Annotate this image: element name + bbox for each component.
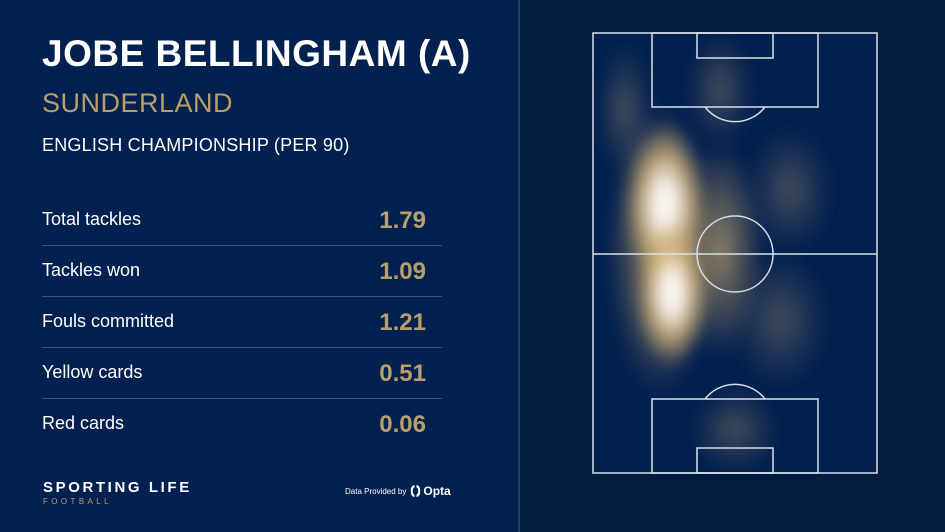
opta-text: Opta (423, 484, 451, 498)
stats-table: Total tackles 1.79 Tackles won 1.09 Foul… (42, 195, 442, 449)
bottom-goal-area (696, 447, 774, 474)
top-goal-area (696, 32, 774, 59)
stat-label: Yellow cards (42, 362, 143, 382)
player-name: JOBE BELLINGHAM (A) (42, 33, 471, 74)
bottom-penalty-arc (704, 383, 766, 400)
stat-value: 1.09 (379, 258, 426, 285)
competition-label: ENGLISH CHAMPIONSHIP (PER 90) (42, 135, 350, 155)
pitch-lines (592, 32, 878, 474)
stat-value: 0.06 (379, 411, 426, 438)
stat-row-red-cards: Red cards 0.06 (42, 399, 442, 449)
stat-label: Total tackles (42, 209, 142, 229)
brand-sub: FOOTBALL (43, 497, 112, 506)
stat-label: Tackles won (42, 260, 141, 280)
panel-divider (518, 0, 520, 532)
stat-row-tackles-won: Tackles won 1.09 (42, 246, 442, 297)
stat-row-yellow-cards: Yellow cards 0.51 (42, 348, 442, 399)
heat-layer (595, 33, 835, 473)
credit-text: Data Provided by (345, 486, 407, 496)
top-penalty-arc (704, 106, 766, 123)
stat-value: 1.21 (379, 309, 426, 336)
club-name: SUNDERLAND (42, 88, 234, 118)
stat-value: 0.51 (379, 360, 426, 387)
stat-label: Red cards (42, 413, 125, 433)
stats-panel: JOBE BELLINGHAM (A) SUNDERLAND ENGLISH C… (0, 0, 518, 532)
opta-icon (411, 485, 421, 497)
center-circle (696, 215, 774, 293)
stat-row-fouls-committed: Fouls committed 1.21 (42, 297, 442, 348)
stat-value: 1.79 (379, 207, 426, 234)
brand-main: SPORTING LIFE (43, 479, 192, 496)
stat-row-total-tackles: Total tackles 1.79 (42, 195, 442, 246)
sporting-life-logo: SPORTING LIFE FOOTBALL (43, 479, 192, 506)
stat-label: Fouls committed (42, 311, 175, 331)
opta-logo: Opta (410, 484, 451, 498)
data-credit: Data Provided by Opta (345, 484, 451, 498)
